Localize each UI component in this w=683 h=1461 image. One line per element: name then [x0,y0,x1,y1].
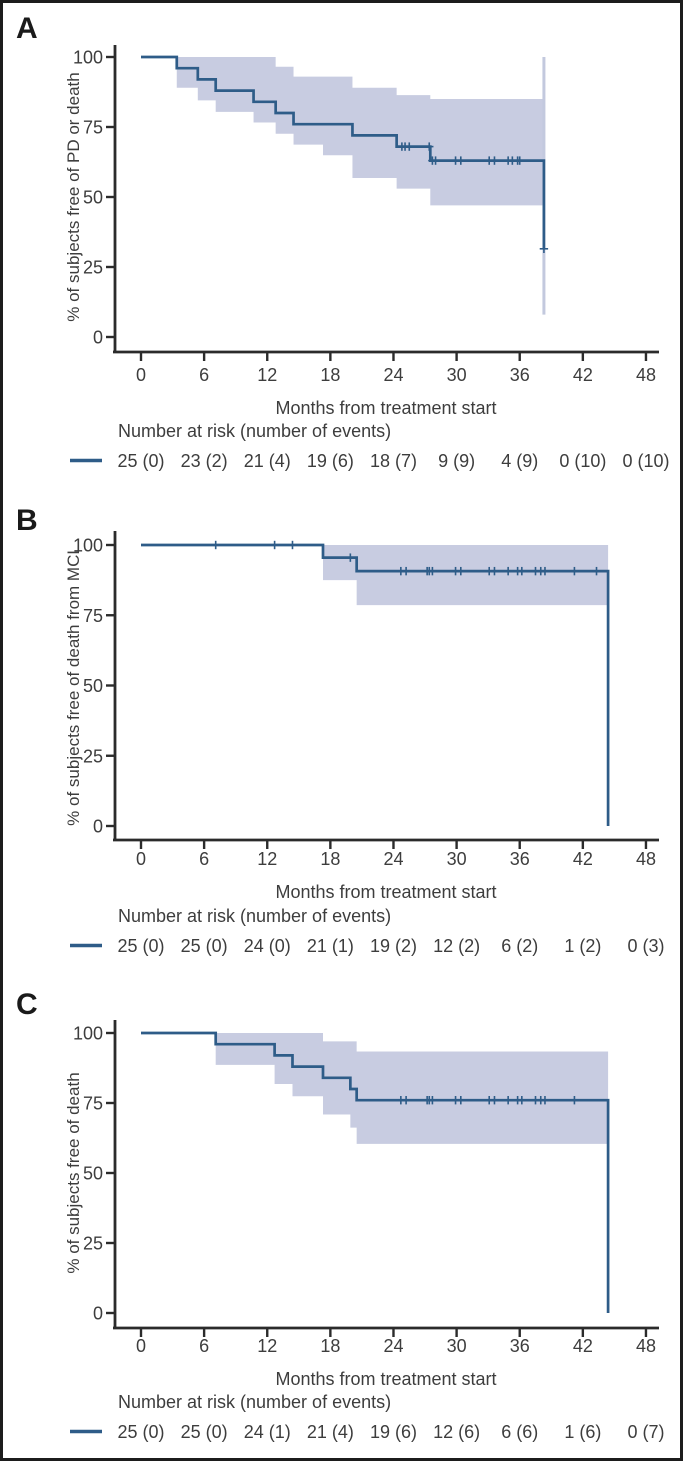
x-tick-label: 18 [320,365,340,385]
risk-cell: 12 (6) [433,1422,480,1442]
risk-cell: 25 (0) [117,1422,164,1442]
x-tick-label: 36 [510,1336,530,1356]
y-tick-label: 100 [73,1024,103,1044]
y-axis-title: % of subjects free of death [64,1072,83,1273]
panel-letter-c: C [16,988,38,1021]
risk-cell: 9 (9) [438,451,475,471]
x-tick-label: 6 [199,1336,209,1356]
risk-cell: 24 (0) [244,936,291,956]
risk-cell: 0 (10) [622,451,669,471]
panel-b: B 0 6 12 18 24 30 36 42 48 100 75 50 25 0 % of subject… [0,490,683,975]
y-tick-label: 100 [73,48,103,68]
x-tick-label: 48 [636,849,656,869]
censor-marks [397,142,549,253]
x-tick-label: 0 [136,365,146,385]
y-tick-label: 0 [93,1304,103,1324]
y-tick-label: 75 [83,606,103,626]
x-tick-label: 6 [199,849,209,869]
y-tick-label: 75 [83,118,103,138]
risk-table-header: Number at risk (number of events) [118,1392,391,1412]
x-tick-label: 12 [257,365,277,385]
x-tick-label: 48 [636,1336,656,1356]
km-plot-a: 0 6 12 18 24 30 36 42 48 100 75 50 25 0 % of subjects … [64,45,669,471]
panel-letter-b: B [16,504,38,537]
risk-cell: 18 (7) [370,451,417,471]
x-axis-title: Months from treatment start [275,882,496,902]
km-plot-b: 0 6 12 18 24 30 36 42 48 100 75 50 25 0 % of subjects … [64,531,664,956]
risk-cell: 25 (0) [181,1422,228,1442]
x-tick-label: 30 [447,365,467,385]
x-tick-label: 24 [383,849,403,869]
y-tick-label: 0 [93,328,103,348]
y-axis-title: % of subjects free of death from MCL [64,545,83,826]
x-tick-label: 30 [447,1336,467,1356]
risk-cell: 19 (6) [370,1422,417,1442]
x-tick-label: 18 [320,849,340,869]
x-tick-label: 12 [257,1336,277,1356]
x-tick-label: 18 [320,1336,340,1356]
y-tick-label: 25 [83,1234,103,1254]
censor-marks [396,1096,579,1105]
risk-cell: 6 (2) [501,936,538,956]
y-tick-label: 75 [83,1094,103,1114]
km-curve [141,1031,610,1313]
risk-cell: 21 (4) [244,451,291,471]
risk-cell: 1 (2) [564,936,601,956]
y-tick-label: 50 [83,676,103,696]
risk-cell: 25 (0) [181,936,228,956]
risk-cell: 24 (1) [244,1422,291,1442]
x-tick-label: 42 [573,365,593,385]
risk-cell: 25 (0) [117,936,164,956]
km-curve [141,543,610,826]
risk-cell: 12 (2) [433,936,480,956]
risk-cell: 1 (6) [564,1422,601,1442]
km-curve [141,55,546,249]
x-tick-label: 42 [573,1336,593,1356]
confidence-band [215,1033,609,1144]
y-tick-label: 25 [83,746,103,766]
x-axis-title: Months from treatment start [275,1369,496,1389]
x-tick-label: 12 [257,849,277,869]
x-tick-label: 36 [510,849,530,869]
risk-cell: 21 (4) [307,1422,354,1442]
x-tick-label: 6 [199,365,209,385]
y-tick-label: 100 [73,536,103,556]
x-tick-label: 36 [510,365,530,385]
censor-marks [211,540,601,576]
x-tick-label: 24 [383,1336,403,1356]
panel-c: C 0 6 12 18 24 30 36 42 48 100 75 50 25 0 % of subject… [0,975,683,1461]
x-tick-label: 0 [136,849,146,869]
x-axis-title: Months from treatment start [275,398,496,418]
risk-cell: 23 (2) [181,451,228,471]
y-tick-label: 0 [93,817,103,837]
confidence-band [322,545,609,606]
risk-cell: 25 (0) [117,451,164,471]
risk-table-header: Number at risk (number of events) [118,421,391,441]
y-tick-label: 50 [83,188,103,208]
y-axis-title: % of subjects free of PD or death [64,72,83,321]
y-tick-label: 50 [83,1164,103,1184]
y-tick-label: 25 [83,258,103,278]
risk-cell: 19 (2) [370,936,417,956]
panel-letter-a: A [16,12,38,45]
risk-cell: 0 (7) [627,1422,664,1442]
x-tick-label: 24 [383,365,403,385]
risk-cell: 0 (3) [627,936,664,956]
x-tick-label: 48 [636,365,656,385]
panel-a: A 0 6 12 18 24 30 36 42 48 100 75 50 25 0 % of subject… [0,0,683,490]
risk-cell: 0 (10) [559,451,606,471]
km-plot-c: 0 6 12 18 24 30 36 42 48 100 75 50 25 0 % of subjects … [64,1020,664,1442]
risk-cell: 21 (1) [307,936,354,956]
risk-cell: 19 (6) [307,451,354,471]
x-tick-label: 0 [136,1336,146,1356]
x-tick-label: 42 [573,849,593,869]
confidence-band [176,57,544,206]
risk-cell: 6 (6) [501,1422,538,1442]
x-tick-label: 30 [447,849,467,869]
risk-table-header: Number at risk (number of events) [118,906,391,926]
risk-cell: 4 (9) [501,451,538,471]
